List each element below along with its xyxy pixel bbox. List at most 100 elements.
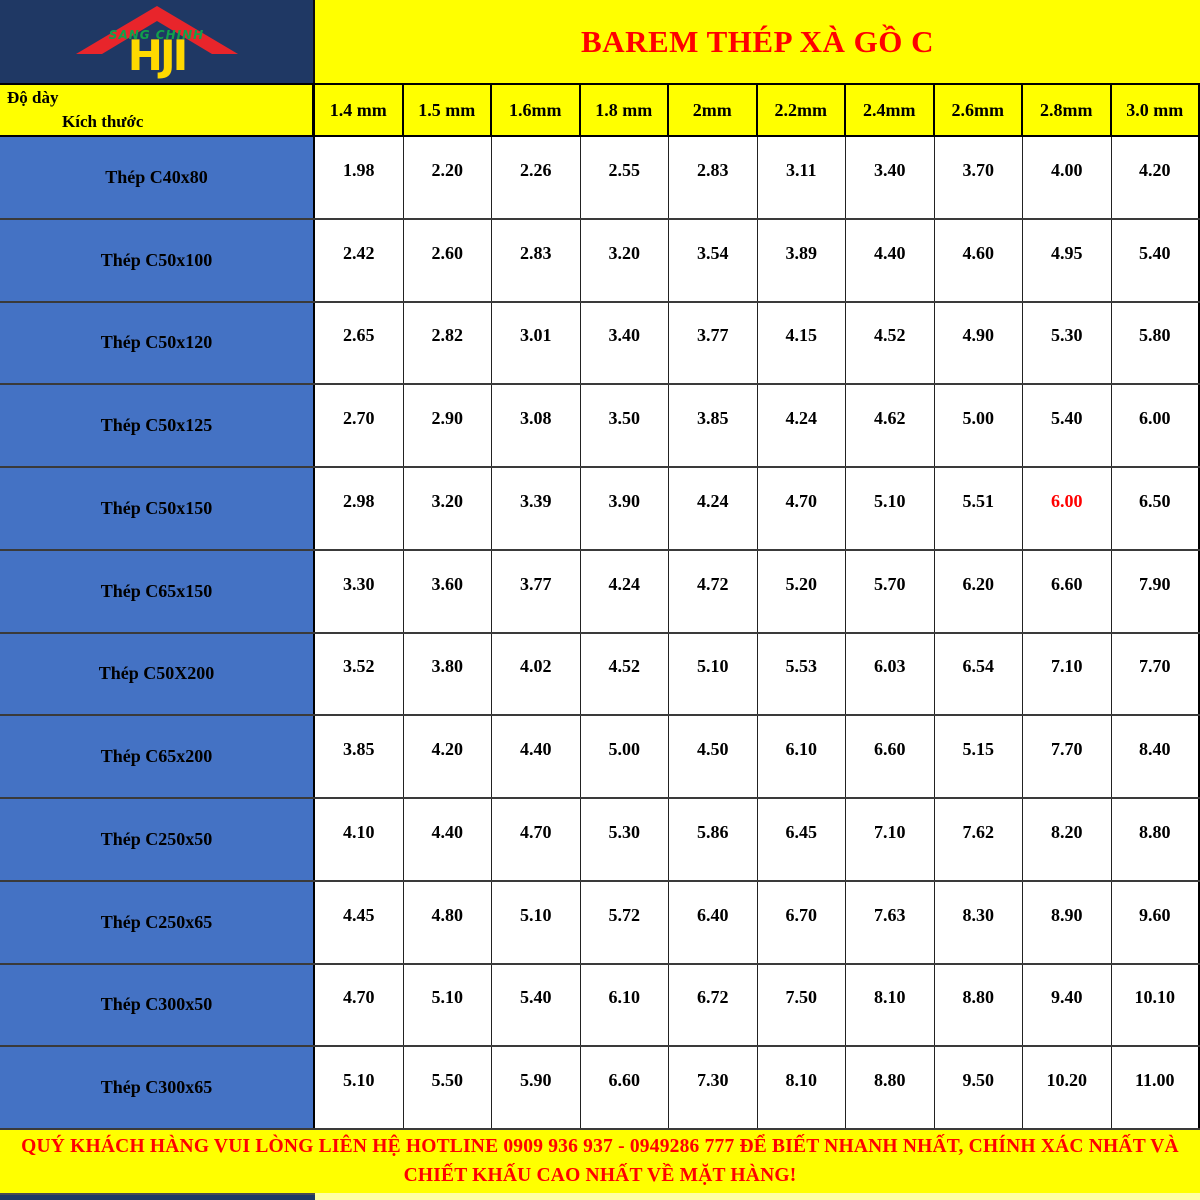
header-row: Độ dày Kích thước 1.4 mm 1.5 mm 1.6mm 1.8 m… [0, 85, 1200, 137]
value-cell: 3.80 [403, 633, 492, 715]
row-label: Thép C300x50 [0, 964, 315, 1046]
value-cell: 2.65 [315, 302, 404, 384]
value-cell: 7.63 [846, 881, 935, 963]
value-cell: 2.20 [403, 137, 492, 218]
value-cell: 4.40 [492, 716, 581, 797]
value-cell: 10.10 [1111, 964, 1200, 1046]
table-row: Thép C50x100 2.42 2.60 2.83 3.20 3.54 3.89 4.40… [0, 219, 1200, 303]
value-cell: 2.98 [315, 468, 404, 549]
value-cell: 5.72 [580, 881, 669, 963]
brand-name: SANG CHINH [108, 27, 205, 42]
value-cell: 4.70 [492, 799, 581, 880]
value-cell: 2.83 [492, 219, 581, 301]
value-cell: 3.85 [315, 716, 404, 797]
value-cell: 8.10 [757, 1047, 846, 1128]
column-header: 2mm [669, 85, 758, 135]
value-cell: 4.40 [846, 219, 935, 301]
value-cell: 7.50 [757, 964, 846, 1046]
table-row: Thép C65x150 3.30 3.60 3.77 4.24 4.72 5.20 5.70… [0, 550, 1200, 634]
value-cell: 5.53 [757, 633, 846, 715]
value-cell: 4.02 [492, 633, 581, 715]
value-cell: 6.60 [846, 716, 935, 797]
size-label: Kích thước [62, 112, 144, 131]
value-cell: 5.10 [669, 633, 758, 715]
value-cell: 6.60 [580, 1047, 669, 1128]
value-cell: 2.90 [403, 385, 492, 466]
value-cell: 6.00 [1023, 468, 1112, 549]
value-cell: 5.10 [846, 468, 935, 549]
value-cell: 3.30 [315, 550, 404, 632]
value-cell: 5.51 [934, 468, 1023, 549]
value-cell: 3.40 [580, 302, 669, 384]
value-cell: 2.26 [492, 137, 581, 218]
value-cell: 7.10 [1023, 633, 1112, 715]
column-header: 1.8 mm [581, 85, 669, 135]
value-cell: 4.52 [580, 633, 669, 715]
value-cell: 3.20 [580, 219, 669, 301]
value-cell: 5.20 [757, 550, 846, 632]
row-label: Thép C40x80 [0, 137, 315, 218]
roof-icon [75, 5, 238, 54]
table-body: Thép C40x80 1.98 2.20 2.26 2.55 2.83 3.11 3.40 3… [0, 137, 1200, 1130]
table-row: Thép C40x80 1.98 2.20 2.26 2.55 2.83 3.11 3.40 3… [0, 137, 1200, 220]
value-cell: 8.80 [1111, 799, 1200, 880]
row-label: Thép C250x65 [0, 881, 315, 963]
value-cell: 10.20 [1023, 1047, 1112, 1128]
value-cell: 7.90 [1111, 550, 1200, 632]
table-row: Thép C50x125 2.70 2.90 3.08 3.50 3.85 4.24 4.62… [0, 385, 1200, 468]
row-label: Thép C50x120 [0, 302, 315, 384]
value-cell: 6.54 [934, 633, 1023, 715]
value-cell: 5.10 [492, 881, 581, 963]
value-cell: 3.77 [669, 302, 758, 384]
value-cell: 4.52 [846, 302, 935, 384]
value-cell: 5.86 [669, 799, 758, 880]
brand-initials: HJI [127, 30, 188, 80]
value-cell: 6.70 [757, 881, 846, 963]
value-cell: 5.30 [1023, 302, 1112, 384]
value-cell: 3.08 [492, 385, 581, 466]
value-cell: 5.40 [492, 964, 581, 1046]
bottom-stub [0, 1193, 1200, 1200]
value-cell: 2.82 [403, 302, 492, 384]
value-cell: 4.95 [1023, 219, 1112, 301]
value-cell: 8.80 [934, 964, 1023, 1046]
value-cell: 9.60 [1111, 881, 1200, 963]
value-cell: 6.45 [757, 799, 846, 880]
thickness-label: Độ dày [7, 88, 59, 107]
row-label: Thép C65x200 [0, 716, 315, 797]
value-cell: 8.30 [934, 881, 1023, 963]
value-cell: 3.90 [580, 468, 669, 549]
value-cell: 7.70 [1111, 633, 1200, 715]
title-band: BAREM THÉP XÀ GỒ C [315, 0, 1200, 83]
table-row: Thép C250x50 4.10 4.40 4.70 5.30 5.86 6.45 7.10… [0, 799, 1200, 882]
value-cell: 5.80 [1111, 302, 1200, 384]
value-cell: 9.50 [934, 1047, 1023, 1128]
value-cell: 4.80 [403, 881, 492, 963]
value-cell: 7.62 [934, 799, 1023, 880]
value-cell: 6.10 [580, 964, 669, 1046]
value-cell: 5.70 [846, 550, 935, 632]
row-label: Thép C250x50 [0, 799, 315, 880]
logo-block: SANG CHINH HJI [0, 0, 315, 83]
value-cell: 5.30 [580, 799, 669, 880]
value-cell: 8.80 [846, 1047, 935, 1128]
next-section-band-stub [315, 1193, 1200, 1200]
table-row: Thép C300x50 4.70 5.10 5.40 6.10 6.72 7.50 8.10… [0, 964, 1200, 1048]
value-cell: 2.70 [315, 385, 404, 466]
value-cell: 4.40 [403, 799, 492, 880]
value-cell: 3.85 [669, 385, 758, 466]
row-label: Thép C65x150 [0, 550, 315, 632]
value-cell: 4.70 [315, 964, 404, 1046]
value-cell: 4.62 [846, 385, 935, 466]
value-cell: 3.89 [757, 219, 846, 301]
value-cell: 4.00 [1023, 137, 1112, 218]
value-cell: 8.10 [846, 964, 935, 1046]
column-header: 2.6mm [935, 85, 1023, 135]
value-cell: 2.42 [315, 219, 404, 301]
value-cell: 5.50 [403, 1047, 492, 1128]
next-section-logo-stub [0, 1193, 315, 1200]
value-cell: 3.11 [757, 137, 846, 218]
table-row: Thép C300x65 5.10 5.50 5.90 6.60 7.30 8.10 8.80… [0, 1047, 1200, 1130]
column-header: 2.8mm [1023, 85, 1112, 135]
value-cell: 3.60 [403, 550, 492, 632]
